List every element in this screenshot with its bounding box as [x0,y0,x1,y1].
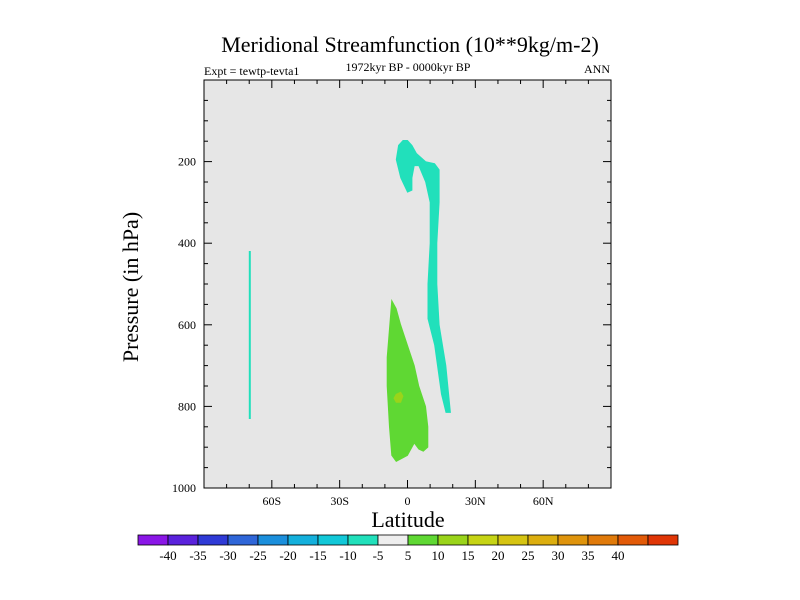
colorbar-label: 20 [492,548,505,563]
colorbar: -40 -35 -30 -25 -20 -15 -10 -5 5 10 15 20 25 30 35 40 [137,534,679,563]
colorbar-label: -5 [373,548,384,563]
colorbar-swatch [347,534,379,546]
season-label: ANN [584,62,610,76]
experiment-label: Expt = tewtp-tevta1 [204,64,299,78]
colorbar-swatch [617,534,649,546]
x-axis-label: Latitude [371,507,444,532]
y-tick-label: 400 [178,236,196,250]
contour-regions [248,139,451,463]
y-tick-label: 800 [178,399,196,413]
colorbar-label: 40 [612,548,625,563]
y-tick-label: 1000 [172,481,196,495]
chart-subtitle: 1972kyr BP - 0000kyr BP [346,60,471,74]
colorbar-swatch [377,534,409,546]
colorbar-swatch [257,534,289,546]
y-axis-label: Pressure (in hPa) [118,212,143,362]
y-tick-label: 600 [178,318,196,332]
colorbar-label: -40 [159,548,176,563]
colorbar-label: -35 [189,548,206,563]
colorbar-label: 15 [462,548,475,563]
colorbar-swatch [227,534,259,546]
colorbar-swatch [647,534,679,546]
colorbar-swatch [407,534,439,546]
colorbar-swatch [557,534,589,546]
colorbar-swatch [137,534,169,546]
colorbar-swatch [287,534,319,546]
contour-negative-cell-south-strip [248,250,251,420]
colorbar-swatch [437,534,469,546]
x-tick-label: 60N [533,494,554,508]
colorbar-label: 10 [432,548,445,563]
colorbar-swatch [497,534,529,546]
x-tick-label: 60S [262,494,281,508]
colorbar-label: 30 [552,548,565,563]
colorbar-swatch [317,534,349,546]
colorbar-swatch [467,534,499,546]
colorbar-swatch [167,534,199,546]
colorbar-label: -20 [279,548,296,563]
colorbar-label: -30 [219,548,236,563]
colorbar-label: -15 [309,548,326,563]
colorbar-label: 5 [405,548,412,563]
contour-positive-core [393,391,404,403]
axis-ticks: 60S 30S 0 30N 60N 200 400 600 800 1000 [172,80,611,508]
colorbar-swatch [527,534,559,546]
chart-title: Meridional Streamfunction (10**9kg/m-2) [221,32,599,57]
colorbar-label: -10 [339,548,356,563]
x-tick-label: 30S [330,494,349,508]
colorbar-label: 35 [582,548,595,563]
colorbar-swatch [197,534,229,546]
colorbar-label: -25 [249,548,266,563]
y-tick-label: 200 [178,155,196,169]
x-tick-label: 0 [405,494,411,508]
contour-negative-cell-upper [395,139,451,413]
colorbar-swatch [587,534,619,546]
contour-positive-cell-lower [386,298,429,463]
x-tick-label: 30N [465,494,486,508]
colorbar-label: 25 [522,548,535,563]
